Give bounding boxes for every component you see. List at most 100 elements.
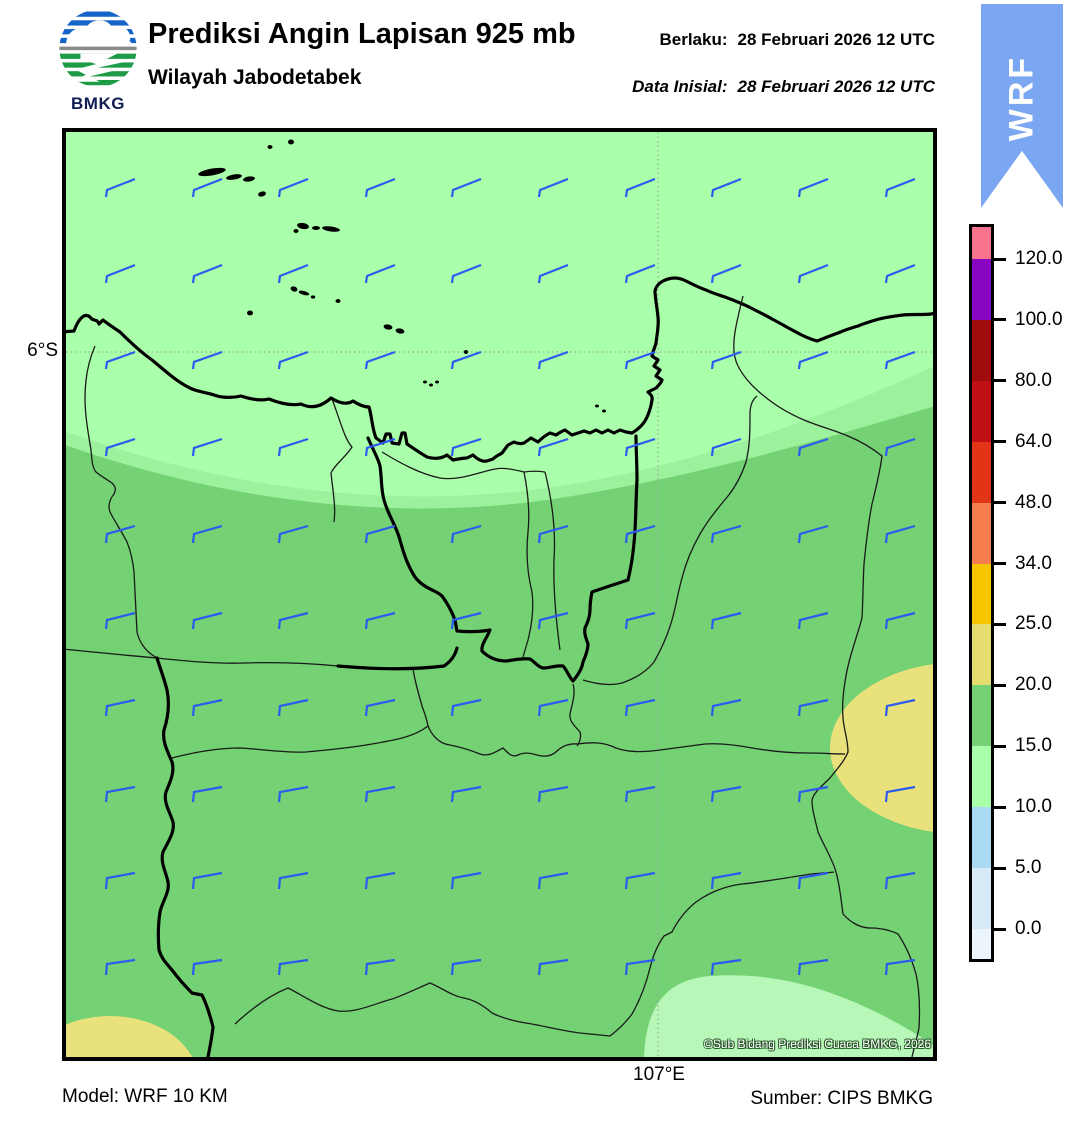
wind-barb	[364, 871, 396, 890]
wind-barb	[450, 871, 482, 890]
colorbar-segment	[972, 227, 991, 259]
jakarta-border	[366, 434, 639, 683]
colorbar-tick-label: 120.0	[1015, 248, 1063, 269]
init-time-value: 28 Februari 2026 12 UTC	[737, 77, 935, 96]
latitude-tick-label: 6°S	[27, 340, 58, 361]
wind-barb	[537, 871, 569, 890]
wind-barb	[104, 263, 136, 284]
colorbar-tick-mark	[994, 379, 1006, 383]
colorbar-tick-label: 25.0	[1015, 613, 1052, 635]
wind-barb	[710, 958, 742, 976]
colorbar-segment	[972, 807, 991, 869]
wind-barb	[624, 177, 656, 198]
wind-barb	[450, 177, 482, 198]
wind-barb	[710, 785, 742, 803]
bmkg-logo: BMKG	[48, 8, 148, 116]
wind-barb	[277, 698, 309, 717]
wind-barb	[797, 698, 829, 717]
colorbar-tick-label: 48.0	[1015, 491, 1052, 513]
wind-barb	[104, 611, 136, 630]
wind-barb	[797, 437, 829, 457]
wind-barbs	[104, 177, 916, 976]
wind-barb	[710, 437, 742, 457]
page-subtitle: Wilayah Jabodetabek	[148, 66, 362, 89]
wind-barb	[450, 437, 482, 457]
wind-barb	[277, 611, 309, 630]
colorbar-tick-label: 5.0	[1015, 857, 1042, 879]
wind-barb	[537, 698, 569, 717]
wind-barb	[884, 871, 916, 890]
init-time-line: Data Inisial: 28 Februari 2026 12 UTC	[632, 77, 935, 97]
wind-barb	[797, 611, 829, 630]
colorbar-segment	[972, 502, 991, 564]
colorbar-segment	[972, 928, 991, 959]
wind-barb	[884, 263, 916, 284]
wind-barb	[450, 958, 482, 976]
colorbar-gradient	[969, 224, 994, 962]
wind-barb	[537, 263, 569, 284]
colorbar-tick-mark	[994, 562, 1006, 566]
colorbar-tick-label: 64.0	[1015, 430, 1052, 452]
colorbar-segment	[972, 259, 991, 320]
wind-barb	[277, 785, 309, 803]
colorbar-tick-mark	[994, 501, 1006, 505]
wind-barb	[884, 698, 916, 717]
wrf-ribbon-label: WRF	[1002, 54, 1041, 142]
wind-barb	[710, 871, 742, 890]
colorbar-segment	[972, 319, 991, 381]
wind-barb	[364, 437, 396, 457]
wind-barb	[797, 958, 829, 976]
wind-barb	[104, 350, 136, 370]
colorbar-tick-label: 100.0	[1015, 308, 1063, 330]
wind-barb	[104, 177, 136, 198]
colorbar-tick-label: 20.0	[1015, 674, 1052, 696]
wind-barb	[884, 350, 916, 370]
wind-barb	[537, 785, 569, 803]
wind-barb	[364, 785, 396, 803]
wind-barb	[797, 350, 829, 370]
wind-barb	[191, 524, 223, 544]
colorbar-tick-mark	[994, 927, 1006, 931]
region-wind-low-patch	[644, 975, 933, 1057]
wind-barb	[537, 177, 569, 198]
colorbar-tick-mark	[994, 257, 1006, 261]
wind-barb	[450, 785, 482, 803]
wind-barb	[537, 437, 569, 457]
bmkg-logo-text: BMKG	[71, 94, 125, 113]
wind-barb	[277, 871, 309, 890]
wind-barb	[624, 958, 656, 976]
wind-speed-colorbar: 120.0 100.0 80.0 64.0 48.0 34.0 25.0 20.0 15.0 10…	[969, 224, 1081, 968]
model-label: Model: WRF 10 KM	[62, 1086, 228, 1107]
wind-barb	[191, 698, 223, 717]
wind-barb	[884, 958, 916, 976]
islands	[198, 139, 606, 413]
source-label: Sumber: CIPS BMKG	[750, 1088, 933, 1109]
wind-barb	[537, 350, 569, 370]
wind-barb	[277, 263, 309, 284]
region-wind-15-20	[66, 406, 933, 1057]
border-segment-south-jakarta	[336, 646, 459, 671]
wind-barb	[364, 958, 396, 976]
wind-barb	[104, 785, 136, 803]
colorbar-segment	[972, 624, 991, 686]
colorbar-tick-label: 80.0	[1015, 369, 1052, 391]
colorbar-tick-mark	[994, 866, 1006, 870]
wind-barb	[450, 698, 482, 717]
wind-barb	[191, 263, 223, 284]
wind-barb	[277, 350, 309, 370]
wind-barb	[537, 958, 569, 976]
wind-barb	[104, 958, 136, 976]
wind-barb	[884, 524, 916, 544]
wind-barb	[450, 350, 482, 370]
wind-barb	[277, 524, 309, 544]
colorbar-segment	[972, 563, 991, 625]
province-border-west	[155, 656, 215, 1057]
colorbar-tick-label: 10.0	[1015, 796, 1052, 818]
region-wind-20-25-east	[830, 664, 933, 832]
valid-time-label: Berlaku:	[659, 30, 728, 49]
wind-barb	[277, 177, 309, 198]
wind-barb	[364, 524, 396, 544]
wind-barb	[104, 524, 136, 544]
wind-barb	[537, 611, 569, 630]
wind-barb	[710, 263, 742, 284]
